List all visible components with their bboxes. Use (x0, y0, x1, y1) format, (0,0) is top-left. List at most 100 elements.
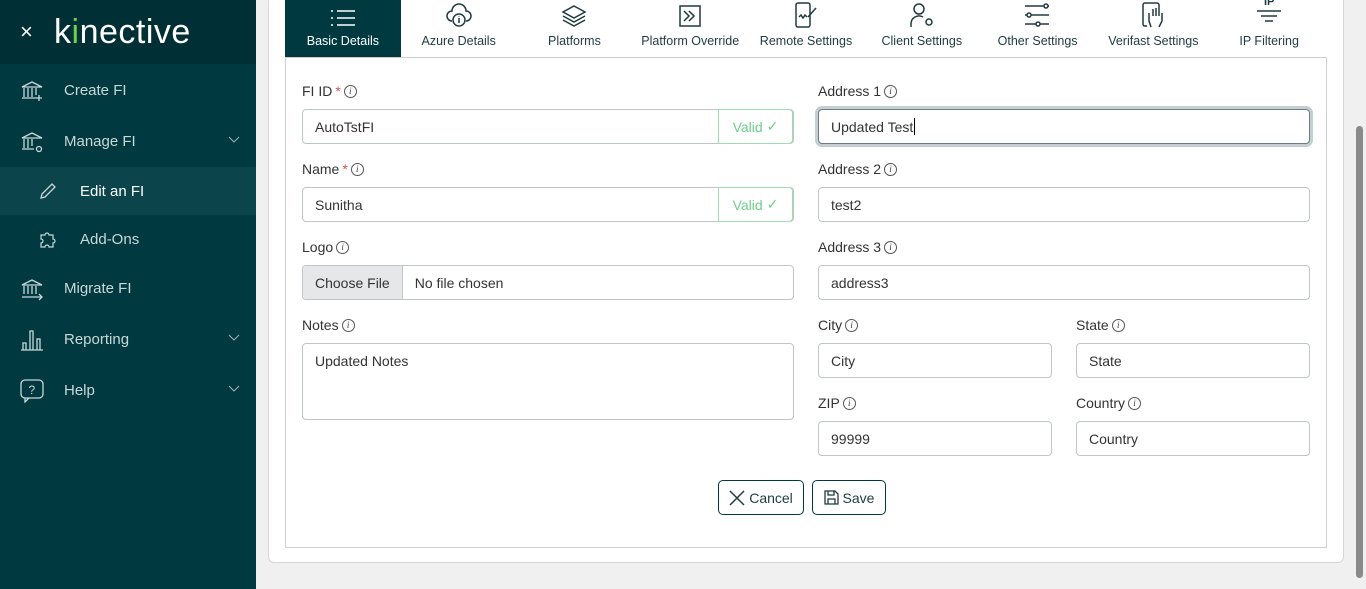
notes-label: Notes i (302, 317, 355, 333)
zip-input[interactable]: 99999 (818, 421, 1052, 456)
chevron-down-icon (228, 136, 240, 143)
cancel-button[interactable]: Cancel (718, 480, 804, 515)
hand-touch-icon (1142, 2, 1164, 28)
info-icon[interactable]: i (1111, 318, 1125, 332)
input-value: City (831, 352, 856, 369)
sidebar-item-create-fi[interactable]: Create FI (0, 65, 256, 116)
ip-filter-icon: IP (1256, 0, 1282, 28)
tab-basic-details[interactable]: Basic Details (285, 0, 401, 57)
mobile-signature-icon (795, 2, 817, 28)
check-icon: ✓ (766, 118, 779, 134)
info-icon[interactable]: i (884, 84, 898, 98)
sidebar-item-label: Reporting (64, 331, 130, 348)
input-value: address3 (831, 274, 889, 291)
fi-id-input[interactable]: AutoTstFI Valid ✓ (302, 109, 794, 144)
label-text: Address 3 (818, 239, 882, 255)
input-value: State (1089, 352, 1122, 369)
label-text: Address 1 (818, 83, 882, 99)
tab-other-settings[interactable]: Other Settings (980, 0, 1096, 57)
info-icon[interactable]: i (341, 318, 355, 332)
logo-file-input[interactable]: Choose File No file chosen (302, 265, 794, 300)
sidebar-item-help[interactable]: ? Help (0, 365, 256, 416)
label-text: Notes (302, 317, 339, 333)
info-icon[interactable]: i (884, 162, 898, 176)
scrollbar-thumb[interactable] (1356, 126, 1363, 578)
save-button[interactable]: Save (812, 480, 886, 515)
address3-input[interactable]: address3 (818, 265, 1310, 300)
button-label: Save (842, 489, 875, 506)
tab-remote-settings[interactable]: Remote Settings (748, 0, 864, 57)
svg-text:?: ? (29, 383, 36, 397)
state-input[interactable]: State (1076, 343, 1310, 378)
address2-input[interactable]: test2 (818, 187, 1310, 222)
city-label: City i (818, 317, 859, 333)
valid-text: Valid (732, 196, 763, 213)
brand-header: × kinective (0, 0, 256, 64)
tab-platforms[interactable]: Platforms (517, 0, 633, 57)
help-bubble-icon: ? (0, 378, 64, 403)
tab-label: Other Settings (997, 34, 1078, 48)
chevron-down-icon (228, 385, 240, 392)
valid-indicator: Valid ✓ (718, 187, 793, 222)
input-value: test2 (831, 196, 862, 213)
notes-textarea[interactable]: Updated Notes (302, 343, 794, 420)
bank-gear-icon (0, 130, 64, 154)
bank-plus-icon (0, 79, 64, 103)
sidebar-item-migrate-fi[interactable]: Migrate FI (0, 263, 256, 314)
required-marker: * (335, 83, 341, 99)
sidebar-item-reporting[interactable]: Reporting (0, 314, 256, 365)
info-icon[interactable]: i (336, 240, 350, 254)
input-value: Country (1089, 430, 1139, 447)
override-arrow-icon (679, 5, 701, 27)
info-icon[interactable]: i (884, 240, 898, 254)
info-icon[interactable]: i (845, 318, 859, 332)
info-icon[interactable]: i (842, 396, 856, 410)
sidebar-item-label: Help (64, 382, 95, 399)
tab-platform-override[interactable]: Platform Override (632, 0, 748, 57)
sidebar: × kinective Create FI Manage FI Edit an … (0, 0, 256, 589)
logo-label: Logo i (302, 239, 350, 255)
tab-bar: Basic Details Azure Details Platforms Pl… (285, 0, 1327, 57)
sidebar-item-edit-an-fi[interactable]: Edit an FI (0, 167, 256, 215)
name-input[interactable]: Sunitha Valid ✓ (302, 187, 794, 222)
tab-ip-filtering[interactable]: IP IP Filtering (1211, 0, 1327, 57)
valid-text: Valid (732, 118, 763, 135)
bank-arrow-icon (0, 277, 64, 301)
required-marker: * (342, 161, 348, 177)
address1-input[interactable]: Updated Test (818, 109, 1310, 144)
form-panel (285, 57, 1327, 548)
save-icon (823, 490, 839, 505)
label-text: Name (302, 161, 340, 177)
tab-azure-details[interactable]: Azure Details (401, 0, 517, 57)
state-label: State i (1076, 317, 1125, 333)
info-icon[interactable]: i (1128, 396, 1142, 410)
label-text: Country (1076, 395, 1126, 411)
info-icon[interactable]: i (350, 162, 364, 176)
tab-label: Remote Settings (759, 34, 853, 48)
tab-client-settings[interactable]: Client Settings (864, 0, 980, 57)
logo-text: i (71, 12, 80, 51)
label-text: City (818, 317, 843, 333)
city-input[interactable]: City (818, 343, 1052, 378)
label-text: FI ID (302, 83, 333, 99)
zip-label: ZIP i (818, 395, 856, 411)
choose-file-button[interactable]: Choose File (303, 266, 403, 299)
label-text: Address 2 (818, 161, 882, 177)
logo-text: k (54, 12, 72, 51)
input-value: Updated Test (831, 118, 914, 135)
pencil-icon (0, 181, 80, 201)
scrollbar[interactable] (1352, 0, 1366, 589)
label-text: ZIP (818, 395, 840, 411)
sidebar-item-add-ons[interactable]: Add-Ons (0, 215, 256, 263)
tab-verifast-settings[interactable]: Verifast Settings (1095, 0, 1211, 57)
ip-icon-text: IP (1263, 0, 1275, 8)
sidebar-item-label: Manage FI (64, 133, 136, 150)
close-sidebar-button[interactable]: × (20, 19, 33, 44)
tab-label: Platform Override (641, 34, 740, 48)
info-icon[interactable]: i (343, 84, 357, 98)
sidebar-item-manage-fi[interactable]: Manage FI (0, 116, 256, 167)
name-label: Name * i (302, 161, 364, 177)
country-input[interactable]: Country (1076, 421, 1310, 456)
